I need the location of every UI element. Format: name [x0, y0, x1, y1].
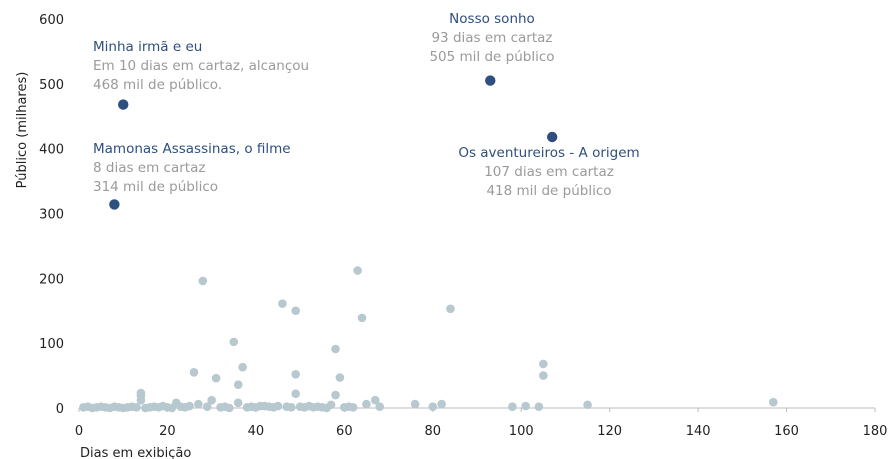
x-tick-label: 120: [597, 424, 622, 439]
data-point: [185, 401, 194, 411]
data-point: [428, 402, 438, 412]
annotation-detail: 93 dias em cartaz: [431, 30, 552, 46]
annotation-title: Minha irmã e eu: [93, 39, 202, 55]
annotation-title: Mamonas Assassinas, o filme: [93, 141, 291, 157]
data-point: [211, 373, 221, 383]
data-point: [348, 403, 358, 412]
data-point: [583, 400, 592, 410]
data-point: [521, 401, 530, 411]
data-point: [539, 359, 548, 369]
x-tick-label: 40: [248, 424, 265, 439]
data-point: [322, 403, 331, 413]
x-tick-label: 180: [863, 424, 888, 439]
data-point: [534, 402, 544, 412]
data-point: [291, 389, 300, 399]
y-tick-label: 600: [39, 13, 64, 28]
data-point: [353, 266, 362, 275]
data-point: [291, 306, 300, 316]
data-point: [331, 344, 340, 354]
data-point: [233, 380, 243, 389]
highlighted-point: [485, 75, 496, 86]
annotation-detail: 8 dias em cartaz: [93, 160, 205, 176]
data-point: [167, 403, 177, 413]
data-point: [202, 402, 212, 412]
background-points: [79, 266, 778, 413]
y-tick-label: 300: [39, 208, 64, 223]
annotation-title: Os aventureiros - A origem: [458, 145, 639, 161]
highlighted-point: [546, 131, 558, 143]
data-point: [370, 395, 380, 405]
data-point: [291, 369, 300, 379]
data-point: [335, 373, 345, 382]
data-point: [375, 402, 385, 412]
data-point: [362, 399, 371, 409]
x-tick-label: 160: [774, 424, 799, 439]
data-point: [198, 276, 208, 286]
annotation-detail: 505 mil de público: [429, 49, 554, 65]
y-tick-label: 0: [56, 402, 64, 417]
x-tick-label: 100: [509, 424, 534, 439]
y-tick-label: 200: [39, 272, 64, 287]
data-point: [189, 368, 199, 377]
data-point: [410, 399, 420, 409]
annotation-detail: Em 10 dias em cartaz, alcançou: [93, 58, 309, 74]
data-point: [229, 337, 239, 347]
data-point: [225, 403, 234, 413]
x-tick-label: 80: [425, 424, 442, 439]
x-tick-label: 0: [75, 424, 83, 439]
data-point: [278, 299, 287, 308]
data-point: [286, 403, 296, 412]
data-point: [446, 304, 455, 314]
data-point: [207, 395, 216, 405]
data-point: [508, 402, 517, 412]
annotation-detail: 314 mil de público: [93, 179, 218, 195]
data-point: [357, 313, 367, 323]
annotations: Minha irmã e eu Em 10 dias em cartaz, alc…: [93, 11, 640, 199]
data-point: [539, 371, 548, 380]
data-point: [768, 397, 778, 407]
x-tick-label: 60: [336, 424, 353, 439]
annotation-detail: 468 mil de público.: [93, 77, 222, 93]
highlighted-point: [118, 99, 129, 110]
y-axis-title: Público (milhares): [15, 72, 30, 189]
data-point: [194, 399, 203, 409]
y-tick-label: 500: [39, 78, 64, 93]
data-point: [233, 398, 243, 408]
data-point: [132, 403, 141, 412]
y-tick-label: 100: [39, 337, 64, 352]
annotation-detail: 107 dias em cartaz: [484, 164, 614, 180]
x-axis-title: Dias em exibição: [80, 446, 191, 459]
highlighted-point: [109, 199, 120, 210]
data-point: [269, 403, 278, 412]
highlighted-points: [109, 75, 558, 210]
axes: 0 20 40 60 80 100 120 140 160 180 0 100 200 300 400 500…: [39, 13, 887, 439]
y-tick-label: 400: [39, 143, 64, 158]
annotation-detail: 418 mil de público: [486, 183, 611, 199]
data-point: [238, 362, 247, 372]
x-tick-label: 140: [686, 424, 711, 439]
data-point: [136, 395, 146, 405]
annotation-title: Nosso sonho: [449, 11, 535, 27]
x-tick-label: 20: [159, 424, 176, 439]
data-point: [331, 390, 340, 400]
data-point: [251, 403, 261, 412]
data-point: [437, 399, 446, 409]
